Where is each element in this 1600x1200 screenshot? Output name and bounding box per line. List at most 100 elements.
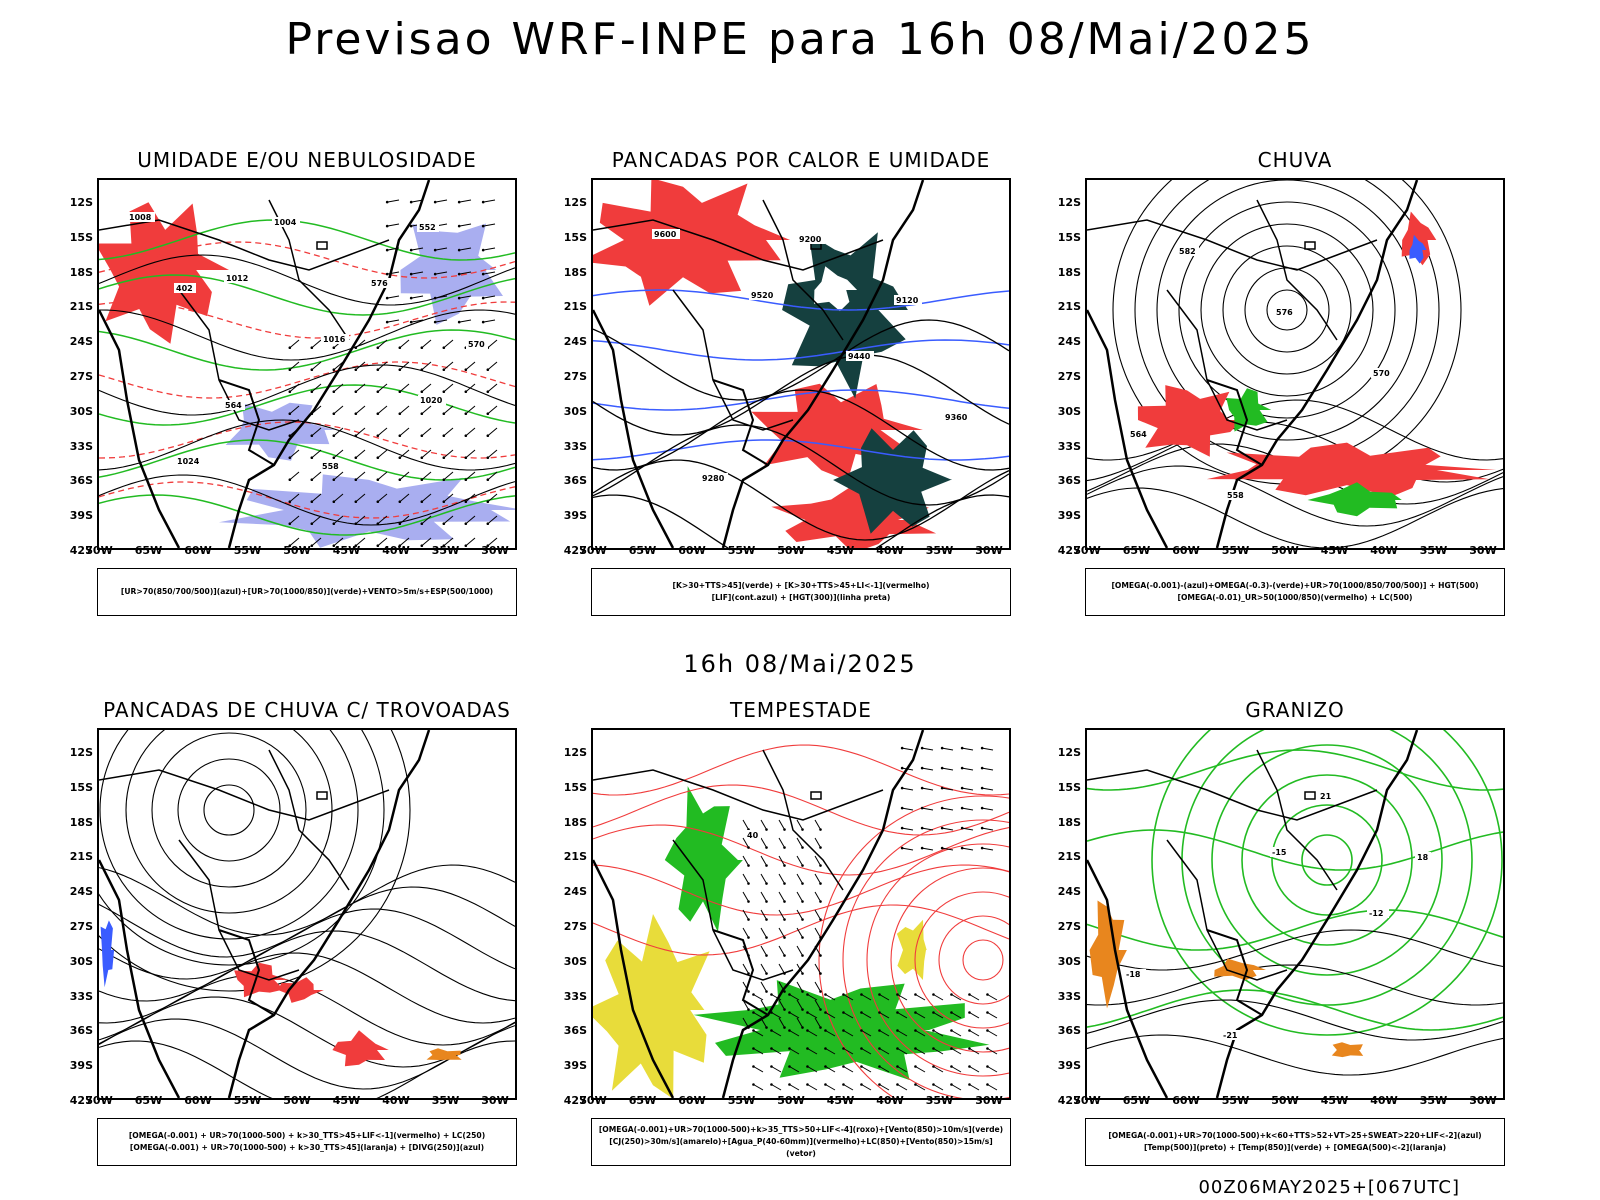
wind-vector [987,994,998,1001]
pressure-contour [99,309,515,361]
wind-vector-head [420,434,424,438]
wind-vector-head [433,200,437,204]
wind-vector [487,449,498,459]
wind-vector [825,1084,836,1091]
wind-vector [879,1012,890,1019]
hgt500-contour [1266,289,1308,331]
wind-vector [915,1012,926,1019]
wind-vector [933,1084,944,1091]
wind-vector [742,819,749,830]
wind-vector [483,223,496,227]
wind-vector-head [900,846,904,850]
wind-vector [982,787,994,791]
border-line [99,769,390,821]
lat-tick-label: 24S [563,885,587,899]
instability-dark-area [782,232,908,399]
wind-vector [915,1048,926,1055]
wind-vector-head [332,346,336,350]
wind-vector [879,1030,890,1037]
contour-label: 564 [225,401,242,410]
wind-vector-head [486,390,490,394]
wind-vector [897,1030,908,1037]
lat-tick-label: 42S [69,1094,93,1107]
wind-vector [879,1048,890,1055]
wind-vector-head [481,200,485,204]
lon-tick-label: 45W [1320,1094,1349,1107]
wind-vector-head [310,456,314,460]
wind-vector-head [288,522,292,526]
wind-vector [355,471,366,481]
contour-label: 18 [1417,853,1429,862]
wind-vector [742,927,749,938]
contour-label: 9440 [848,352,871,361]
wind-vector-head [752,1011,755,1014]
wind-vector-head [900,746,904,750]
wind-vector-head [354,390,358,394]
lat-tick-label: 15S [69,780,93,794]
wind-vector [789,994,800,1001]
border-line [672,839,794,981]
wind-vector [771,1084,782,1091]
wind-vector-head [788,1065,791,1068]
lc850-contour [962,939,1004,981]
lat-tick-label: 12S [563,196,587,209]
rain-red-area [1206,442,1497,497]
map-layers [99,730,515,1098]
wind-vector [399,383,410,393]
lc850-contour [593,784,1009,836]
wind-vector [742,963,749,974]
wind-vector-head [986,1083,989,1086]
wind-vector [483,319,496,323]
wind-vector [742,909,749,920]
wind-vector-head [932,1029,935,1032]
pressure-contour [99,254,515,306]
wind-vector-head [878,1047,881,1050]
lat-tick-label: 27S [69,920,93,933]
humidity-green-contour [99,494,515,536]
border-line [178,839,300,981]
wind-vector-head [940,786,944,790]
lat-tick-label: 24S [1057,885,1081,899]
wind-vector-head [376,434,380,438]
wind-vector-head [376,522,380,526]
temp850-contour [1151,730,1503,1036]
lat-tick-label: 39S [1057,1059,1081,1073]
wind-vector-head [968,1065,971,1068]
hgt300-contour [593,459,1009,541]
wind-vector [843,1084,854,1091]
lat-tick-label: 12S [69,746,93,759]
wind-vector [387,223,400,227]
lon-tick-label: 60W [1172,544,1200,557]
wind-vector [902,787,914,791]
wind-vector [311,427,322,437]
lif-contour [593,389,1009,411]
wind-vector-head [398,412,402,416]
wind-vector-head [288,412,292,416]
wind-vector-head [398,346,402,350]
lat-tick-label: 33S [1057,439,1081,453]
contour-label: 9520 [751,291,774,300]
border-line [762,199,844,341]
mid-time-label: 16h 08/Mai/2025 [683,650,917,678]
contour-label: 552 [419,223,436,232]
wind-vector-head [409,200,413,204]
wind-vector-head [752,993,755,996]
lat-tick-label: 27S [1057,370,1081,383]
wind-vector-head [385,272,389,276]
lon-tick-label: 50W [1271,1094,1299,1107]
lon-tick-label: 40W [1370,1094,1398,1107]
wind-vector [289,471,300,481]
wind-vector [459,319,472,323]
wind-vector [879,1084,890,1091]
wind-vector-head [747,1008,750,1011]
lat-tick-label: 15S [563,780,587,794]
wind-vector-head [747,864,750,867]
map-svg: 1008 1012 1016 1020 1024 1004 576 570 564 558 552 4… [99,180,515,548]
wind-vector-head [765,1008,768,1011]
wind-vector [942,847,954,851]
wind-vector [843,1048,854,1055]
wind-vector-head [481,296,485,300]
streamline [99,886,515,958]
wind-vector-head [788,1083,791,1086]
contour-label: 9280 [702,474,725,483]
